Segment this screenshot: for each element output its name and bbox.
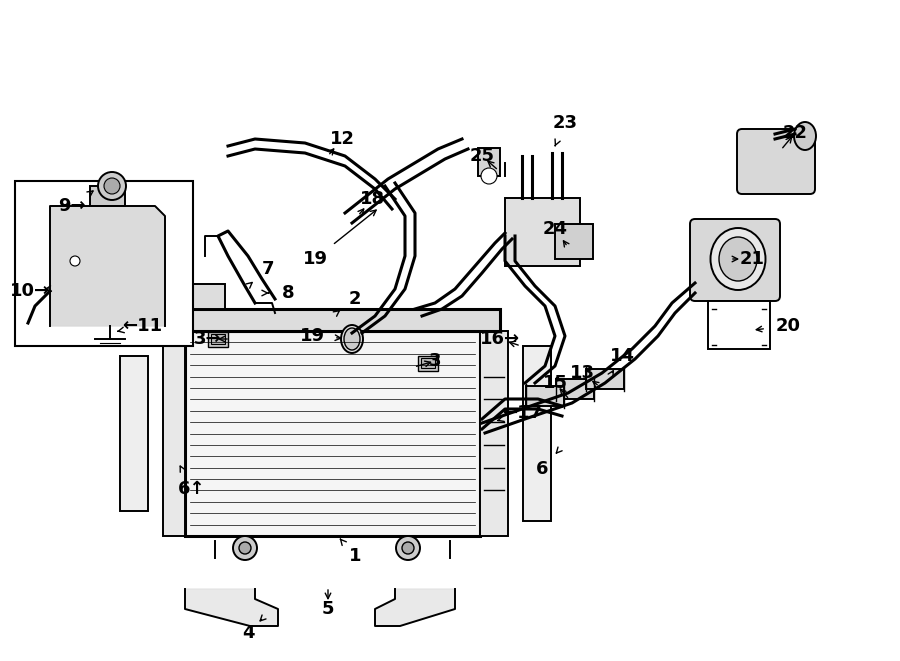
Text: 25: 25 bbox=[470, 147, 494, 165]
Ellipse shape bbox=[794, 122, 816, 150]
Text: 9→: 9→ bbox=[58, 197, 86, 215]
Bar bbox=[175, 309, 500, 331]
Bar bbox=[421, 358, 435, 368]
Text: 15: 15 bbox=[543, 374, 568, 392]
Bar bbox=[523, 346, 551, 521]
Text: 18: 18 bbox=[359, 190, 384, 208]
Text: 23: 23 bbox=[553, 114, 578, 132]
Bar bbox=[478, 148, 500, 176]
Text: 21: 21 bbox=[740, 250, 764, 268]
Text: 7: 7 bbox=[262, 260, 274, 278]
Bar bbox=[90, 186, 125, 206]
FancyBboxPatch shape bbox=[690, 219, 780, 301]
Bar bbox=[208, 332, 228, 347]
Text: 5: 5 bbox=[322, 600, 334, 618]
Circle shape bbox=[98, 172, 126, 200]
Text: 19: 19 bbox=[302, 250, 328, 268]
Bar bbox=[211, 334, 225, 344]
Bar bbox=[556, 379, 594, 399]
Text: ←17: ←17 bbox=[502, 404, 542, 422]
Bar bbox=[120, 356, 148, 511]
Circle shape bbox=[396, 536, 420, 560]
Text: 6↑: 6↑ bbox=[178, 480, 206, 498]
FancyBboxPatch shape bbox=[737, 129, 815, 194]
Text: 4: 4 bbox=[242, 624, 254, 642]
Text: 8: 8 bbox=[282, 284, 294, 302]
Text: 6: 6 bbox=[536, 460, 548, 478]
Text: 12: 12 bbox=[329, 130, 355, 148]
Text: 16→: 16→ bbox=[480, 330, 520, 348]
Bar bbox=[15, 181, 193, 346]
Circle shape bbox=[402, 542, 414, 554]
Text: 19: 19 bbox=[300, 327, 325, 345]
Ellipse shape bbox=[719, 237, 757, 281]
Bar bbox=[708, 301, 770, 349]
Ellipse shape bbox=[344, 328, 360, 350]
Text: 13: 13 bbox=[570, 364, 595, 382]
Text: 24: 24 bbox=[543, 220, 568, 238]
Text: 14: 14 bbox=[609, 347, 634, 365]
Text: 1: 1 bbox=[349, 547, 361, 565]
Bar bbox=[555, 224, 593, 259]
Text: 22: 22 bbox=[782, 124, 807, 142]
Circle shape bbox=[233, 536, 257, 560]
Circle shape bbox=[104, 178, 120, 194]
Bar bbox=[163, 331, 185, 536]
Bar bbox=[586, 369, 624, 389]
Ellipse shape bbox=[710, 228, 766, 290]
Polygon shape bbox=[375, 589, 455, 626]
Ellipse shape bbox=[341, 325, 363, 353]
Circle shape bbox=[70, 256, 80, 266]
Text: 3→: 3→ bbox=[194, 330, 221, 348]
Polygon shape bbox=[50, 206, 165, 326]
Bar bbox=[418, 356, 438, 371]
Bar bbox=[175, 284, 225, 309]
Text: 10→: 10→ bbox=[10, 282, 50, 300]
Text: 2: 2 bbox=[349, 290, 361, 308]
Bar bbox=[526, 386, 564, 406]
Text: ←11: ←11 bbox=[122, 317, 162, 335]
Bar bbox=[185, 331, 480, 536]
Circle shape bbox=[481, 168, 497, 184]
Bar bbox=[480, 331, 508, 536]
Text: 3: 3 bbox=[428, 352, 441, 370]
Polygon shape bbox=[185, 589, 278, 626]
Text: 20: 20 bbox=[776, 317, 800, 335]
Bar bbox=[505, 198, 580, 266]
Circle shape bbox=[239, 542, 251, 554]
